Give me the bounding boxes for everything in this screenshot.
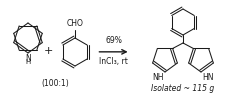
Text: +: +	[44, 46, 54, 56]
Text: Isolated ~ 115 g: Isolated ~ 115 g	[151, 84, 215, 93]
Text: InCl₃, rt: InCl₃, rt	[99, 57, 128, 66]
Text: 69%: 69%	[105, 36, 122, 45]
Text: CHO: CHO	[67, 19, 84, 28]
Text: N: N	[25, 54, 31, 63]
Text: H: H	[25, 60, 31, 65]
Text: (100:1): (100:1)	[41, 79, 69, 88]
Text: HN: HN	[202, 74, 214, 82]
Text: NH: NH	[153, 74, 164, 82]
